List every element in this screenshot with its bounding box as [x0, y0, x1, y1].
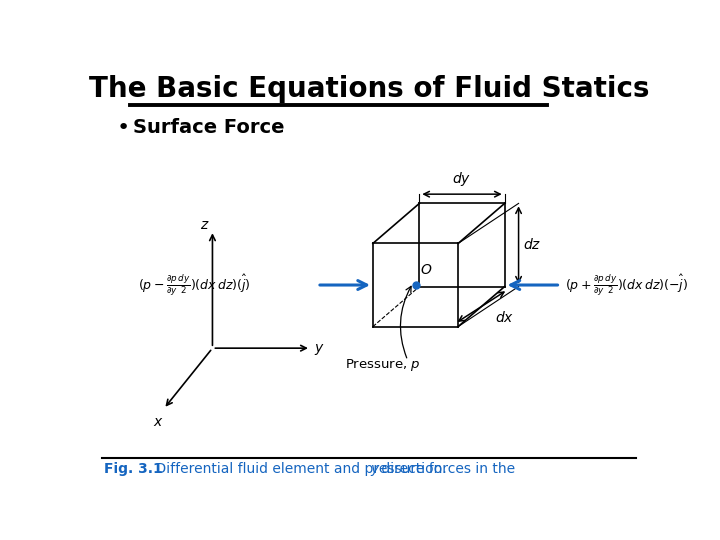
- Text: Pressure, $p$: Pressure, $p$: [345, 357, 420, 373]
- Text: $O$: $O$: [420, 264, 433, 278]
- Text: z: z: [199, 218, 207, 232]
- Text: The Basic Equations of Fluid Statics: The Basic Equations of Fluid Statics: [89, 76, 649, 104]
- Text: $(p+\frac{\partial p}{\partial y}\frac{dy}{2})(dx\,dz)(-\hat{j})$: $(p+\frac{\partial p}{\partial y}\frac{d…: [565, 272, 688, 298]
- Text: •: •: [117, 118, 130, 138]
- Text: $dx$: $dx$: [495, 310, 513, 326]
- Text: $dz$: $dz$: [523, 238, 541, 253]
- Text: $(p-\frac{\partial p}{\partial y}\frac{dy}{2})(dx\,dz)(\hat{j})$: $(p-\frac{\partial p}{\partial y}\frac{d…: [138, 272, 251, 298]
- Text: Surface Force: Surface Force: [132, 118, 284, 138]
- Text: y: y: [371, 462, 379, 476]
- Text: Differential fluid element and pressure forces in the: Differential fluid element and pressure …: [138, 462, 520, 476]
- Text: direction.: direction.: [377, 462, 446, 476]
- Text: $dy$: $dy$: [452, 170, 472, 188]
- Text: y: y: [315, 341, 323, 355]
- Text: x: x: [153, 415, 161, 429]
- Text: Fig. 3.1: Fig. 3.1: [104, 462, 163, 476]
